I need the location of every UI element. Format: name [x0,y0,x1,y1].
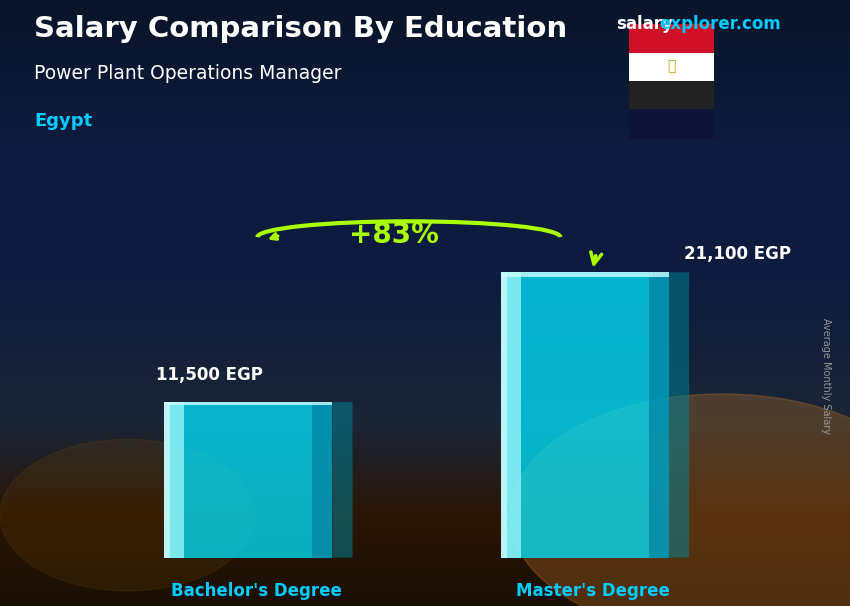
Text: Average Monthly Salary: Average Monthly Salary [821,318,831,434]
Bar [501,272,669,278]
Bar [501,272,521,558]
Bar [629,81,714,109]
Polygon shape [669,272,689,558]
Bar [629,53,714,81]
Text: Egypt: Egypt [34,112,93,130]
Text: explorer.com: explorer.com [659,15,780,33]
Bar [312,402,332,558]
Bar [164,402,332,405]
Ellipse shape [0,439,255,591]
Text: 21,100 EGP: 21,100 EGP [684,245,791,264]
Text: salary: salary [616,15,673,33]
Polygon shape [332,402,353,558]
Bar [649,272,669,558]
Bar [629,24,714,53]
Text: Master's Degree: Master's Degree [516,582,670,600]
Bar [164,402,184,558]
Bar [164,402,170,558]
Text: 11,500 EGP: 11,500 EGP [156,367,264,384]
Text: Bachelor's Degree: Bachelor's Degree [171,582,342,600]
Text: Power Plant Operations Manager: Power Plant Operations Manager [34,64,342,82]
Bar [164,402,332,558]
Bar [501,272,669,558]
Text: Salary Comparison By Education: Salary Comparison By Education [34,15,567,43]
Text: 🦅: 🦅 [667,59,676,74]
Bar [501,272,507,558]
Text: +83%: +83% [348,221,439,250]
Ellipse shape [510,394,850,606]
